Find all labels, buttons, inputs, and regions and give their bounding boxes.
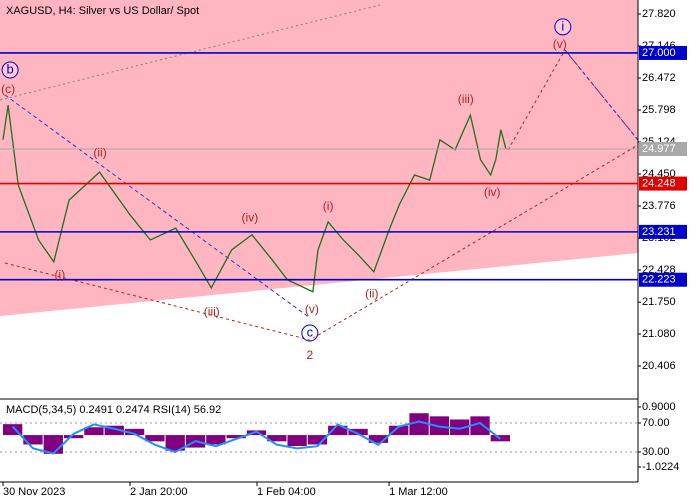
- wave-circle: [301, 324, 319, 342]
- macd-bar: [206, 435, 226, 445]
- macd-bar: [3, 424, 23, 436]
- y-tick-label: 21.080: [642, 328, 676, 340]
- wave-label: (iii): [458, 92, 474, 106]
- wave-label: (i): [55, 267, 66, 281]
- wave-line: [564, 49, 639, 141]
- x-tick-label: 1 Mar 12:00: [389, 486, 448, 498]
- x-tick-label: 30 Nov 2023: [3, 486, 65, 498]
- macd-bar: [348, 428, 368, 436]
- wave-label: (v): [553, 37, 567, 51]
- macd-bar: [23, 435, 43, 445]
- wave-label: (c): [1, 82, 15, 96]
- y-tick-label: 21.750: [642, 296, 676, 308]
- chart-title: XAGUSD, H4: Silver vs US Dollar/ Spot: [6, 5, 199, 17]
- indicator-title: MACD(5,34,5) 0.2491 0.2474 RSI(14) 56.92: [6, 404, 221, 416]
- y-tick-label: 23.776: [642, 200, 676, 212]
- macd-bar: [104, 425, 124, 436]
- wave-label: c: [307, 324, 314, 339]
- macd-bar: [124, 428, 145, 436]
- rsi-line: [11, 420, 501, 455]
- wave-label: b: [6, 61, 13, 76]
- wave-circle: [1, 61, 19, 79]
- wave-label: (iv): [484, 185, 501, 199]
- macd-bar: [287, 435, 307, 447]
- level-label: 22.223: [642, 274, 676, 286]
- wave-label: (ii): [93, 145, 106, 159]
- macd-bar: [84, 427, 104, 436]
- wave-label: (v): [305, 302, 319, 316]
- macd-bar: [307, 435, 328, 445]
- level-label: 27.000: [642, 47, 676, 59]
- wave-label: (i): [323, 199, 334, 213]
- x-tick-label: 1 Feb 04:00: [257, 486, 316, 498]
- wave-line: [4, 144, 639, 341]
- y-tick-label: 70.00: [642, 417, 670, 429]
- level-label-box: [639, 176, 687, 191]
- macd-bar: [328, 425, 348, 436]
- y-tick-label: 30.00: [642, 446, 670, 458]
- level-label-box: [639, 45, 687, 60]
- wave-label: i: [561, 18, 564, 33]
- macd-bar: [226, 435, 246, 439]
- y-tick-label: 27.820: [642, 8, 676, 20]
- level-label: 24.248: [642, 177, 676, 189]
- channel-area: [0, 0, 638, 316]
- macd-bar: [409, 413, 429, 436]
- macd-bar: [145, 435, 165, 442]
- price-line: [2, 105, 507, 293]
- level-label: 23.231: [642, 226, 676, 238]
- y-tick-label: 26.472: [642, 72, 676, 84]
- macd-bar: [368, 435, 389, 443]
- macd-bar: [450, 419, 470, 436]
- macd-bar: [389, 425, 409, 436]
- level-label-box: [639, 272, 687, 287]
- macd-bar: [165, 435, 185, 451]
- macd-bar: [63, 435, 84, 439]
- level-label-box: [639, 141, 687, 156]
- y-tick-label: 0.9000: [642, 401, 676, 413]
- wave-label: (iv): [242, 210, 259, 224]
- y-tick-label: 25.798: [642, 104, 676, 116]
- x-tick-label: 2 Jan 20:00: [130, 486, 188, 498]
- level-label: 24.977: [642, 143, 676, 155]
- macd-bar: [267, 435, 287, 442]
- wave-label: 2: [306, 348, 313, 362]
- y-tick-label: -1.0224: [642, 461, 679, 473]
- wave-label: (ii): [365, 286, 378, 300]
- wave-circle: [554, 18, 572, 36]
- level-label-box: [639, 224, 687, 239]
- y-tick-label: 20.406: [642, 360, 676, 372]
- macd-bar: [470, 416, 490, 436]
- wave-label: (iii): [204, 304, 220, 318]
